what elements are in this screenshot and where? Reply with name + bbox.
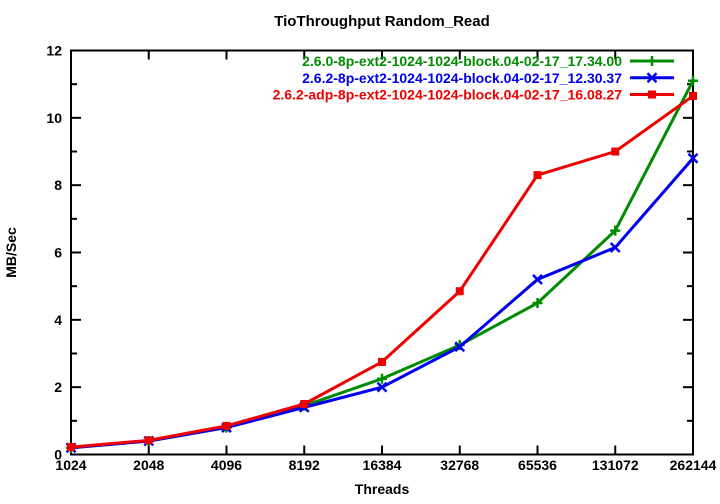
series-1-x-marker xyxy=(532,274,543,285)
x-axis-label: Threads xyxy=(355,481,410,497)
x-tick-label: 1024 xyxy=(55,457,86,473)
plot-border xyxy=(70,49,694,456)
x-tick-label: 262144 xyxy=(670,457,717,473)
series-1-x-marker xyxy=(376,381,388,393)
x-tick-label: 16384 xyxy=(363,457,402,473)
legend-label-1: 2.6.2-8p-ext2-1024-1024-block.04-02-17_1… xyxy=(302,70,622,86)
x-tick-label: 32768 xyxy=(440,457,479,473)
y-tick-label: 6 xyxy=(54,245,62,261)
y-tick-label: 8 xyxy=(54,177,62,193)
series-1-x-marker xyxy=(687,152,699,164)
x-tick-label: 2048 xyxy=(133,457,164,473)
y-axis-label: MB/Sec xyxy=(3,227,19,278)
series-2-square-marker xyxy=(533,171,542,180)
x-tick-label: 4096 xyxy=(211,457,242,473)
series-line-1 xyxy=(70,157,695,450)
y-tick-label: 2 xyxy=(54,379,62,395)
series-1-x-marker xyxy=(454,341,466,353)
legend-label-0: 2.6.0-8p-ext2-1024-1024-block.04-02-17_1… xyxy=(302,53,622,69)
series-2-square-marker xyxy=(67,443,75,452)
y-tick-label: 10 xyxy=(46,110,62,126)
x-tick-label: 65536 xyxy=(518,457,557,473)
series-2-square-marker xyxy=(455,287,464,296)
x-tick-label: 131072 xyxy=(592,457,639,473)
y-tick-label: 4 xyxy=(54,312,62,328)
series-2-square-marker xyxy=(689,91,697,100)
series-2-square-marker xyxy=(611,147,620,156)
legend-1-x-marker xyxy=(646,72,658,84)
legend-label-2: 2.6.2-adp-8p-ext2-1024-1024-block.04-02-… xyxy=(273,87,623,103)
legend-2-square-marker xyxy=(648,90,656,99)
series-2-square-marker xyxy=(300,400,309,408)
y-tick-label: 0 xyxy=(54,447,62,463)
series-2-square-marker xyxy=(144,436,153,445)
series-2-square-marker xyxy=(222,421,231,430)
y-tick-label: 12 xyxy=(46,43,62,59)
series-line-2 xyxy=(70,94,694,449)
chart-title: TioThroughput Random_Read xyxy=(274,13,490,30)
series-line-0 xyxy=(70,80,695,450)
series-1-x-marker xyxy=(609,242,621,253)
series-2-square-marker xyxy=(378,357,386,366)
x-tick-label: 8192 xyxy=(289,457,320,473)
